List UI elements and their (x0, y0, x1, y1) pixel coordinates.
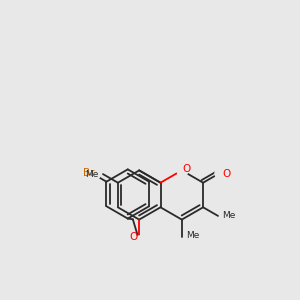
Text: Br: Br (83, 168, 95, 178)
Text: Me: Me (186, 231, 200, 240)
Text: Me: Me (85, 169, 98, 178)
Text: O: O (223, 169, 231, 179)
Text: O: O (182, 164, 190, 174)
Text: Me: Me (223, 212, 236, 220)
Text: O: O (129, 232, 137, 242)
